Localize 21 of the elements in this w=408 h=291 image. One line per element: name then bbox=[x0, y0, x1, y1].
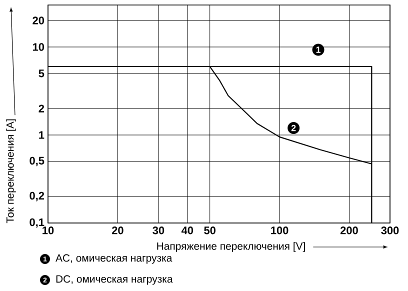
legend-label: AC, омическая нагрузка bbox=[56, 254, 172, 264]
y-tick-label: 0,5 bbox=[30, 156, 44, 166]
legend-label: DC, омическая нагрузка bbox=[56, 275, 173, 285]
annotation: 2 bbox=[291, 124, 296, 132]
x-tick-label: 50 bbox=[204, 226, 216, 234]
x-tick-label: 30 bbox=[152, 226, 164, 234]
x-tick-label: 100 bbox=[271, 226, 288, 234]
y-axis-title: Ток переключения [A] bbox=[6, 119, 16, 224]
y-tick-label: 2 bbox=[38, 104, 44, 112]
x-axis-title: Напряжение переключения [V] bbox=[157, 242, 305, 252]
x-tick-label: 300 bbox=[381, 226, 399, 234]
y-tick-label: 0,1 bbox=[30, 218, 44, 228]
x-tick-label: 40 bbox=[181, 226, 194, 234]
y-tick-label: 1 bbox=[39, 131, 44, 139]
y-tick-label: 20 bbox=[32, 16, 44, 24]
y-tick-label: 10 bbox=[32, 43, 44, 51]
y-tick-label: 0,2 bbox=[30, 192, 44, 202]
annotation: 1 bbox=[316, 46, 321, 53]
x-tick-label: 200 bbox=[340, 226, 358, 234]
y-tick-label: 5 bbox=[38, 70, 44, 78]
x-tick-label: 20 bbox=[112, 226, 124, 234]
